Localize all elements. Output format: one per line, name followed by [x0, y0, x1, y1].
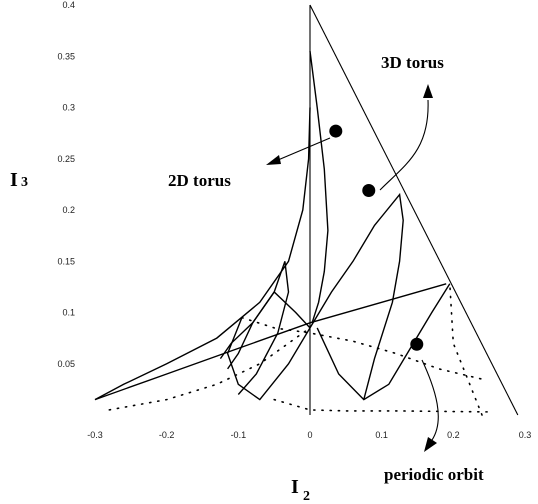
- annotation-arrows: [266, 84, 439, 452]
- marker-periodic-orbit: [410, 337, 424, 351]
- boundary-line: [309, 4, 519, 416]
- label-3d-torus: 3D torus: [381, 53, 444, 72]
- arrow-head-periodic-orbit: [424, 437, 437, 452]
- arrow-3d-torus: [379, 99, 429, 191]
- curve-1: [94, 107, 311, 401]
- arrow-periodic-orbit: [421, 359, 439, 441]
- curve-0: [309, 51, 329, 324]
- dotted-curve-9: [241, 316, 483, 380]
- x-tick-label: -0.3: [87, 430, 103, 440]
- y-axis-title: I: [10, 169, 18, 191]
- curve-5: [226, 317, 311, 401]
- arrow-head-2d-torus: [266, 155, 281, 165]
- ticks-layer: -0.3 -0.2 -0.1 0 0.1 0.2 0.3 0.05 0.1 0.15 0.2 0.25…: [57, 0, 531, 440]
- y-tick-label: 0.25: [57, 154, 75, 164]
- x-tick-label: 0.3: [519, 430, 532, 440]
- y-tick-label: 0.35: [57, 51, 75, 61]
- y-tick-label: 0.4: [62, 0, 75, 10]
- x-tick-label: 0.2: [447, 430, 460, 440]
- label-periodic-orbit: periodic orbit: [384, 465, 484, 484]
- y-tick-label: 0.05: [57, 359, 75, 369]
- curve-6: [237, 261, 290, 395]
- x-axis-title-subscript: 2: [303, 489, 310, 504]
- curve-2: [94, 283, 447, 401]
- marker-2d-torus: [329, 124, 343, 138]
- dotted-curve-12: [449, 283, 483, 416]
- curve-8: [227, 290, 311, 370]
- x-tick-label: -0.2: [159, 430, 175, 440]
- y-tick-label: 0.1: [62, 308, 75, 318]
- curve-3: [309, 192, 404, 400]
- dotted-curve-10: [108, 327, 311, 411]
- x-tick-label: 0.1: [375, 430, 388, 440]
- x-axis-title: I: [291, 476, 299, 498]
- y-tick-label: 0.3: [62, 103, 75, 113]
- y-tick-label: 0.2: [62, 205, 75, 215]
- markers-layer: [329, 124, 424, 351]
- arrow-2d-torus: [277, 137, 331, 161]
- arrow-head-3d-torus: [423, 84, 433, 98]
- y-tick-label: 0.15: [57, 256, 75, 266]
- dotted-curve-11: [273, 398, 490, 413]
- x-tick-label: -0.1: [231, 430, 247, 440]
- label-2d-torus: 2D torus: [168, 171, 231, 190]
- y-axis-title-subscript: 3: [21, 175, 28, 190]
- curves-layer: [94, 4, 519, 416]
- curve-4: [316, 283, 451, 401]
- marker-3d-torus: [362, 184, 376, 198]
- x-tick-label: 0: [307, 430, 312, 440]
